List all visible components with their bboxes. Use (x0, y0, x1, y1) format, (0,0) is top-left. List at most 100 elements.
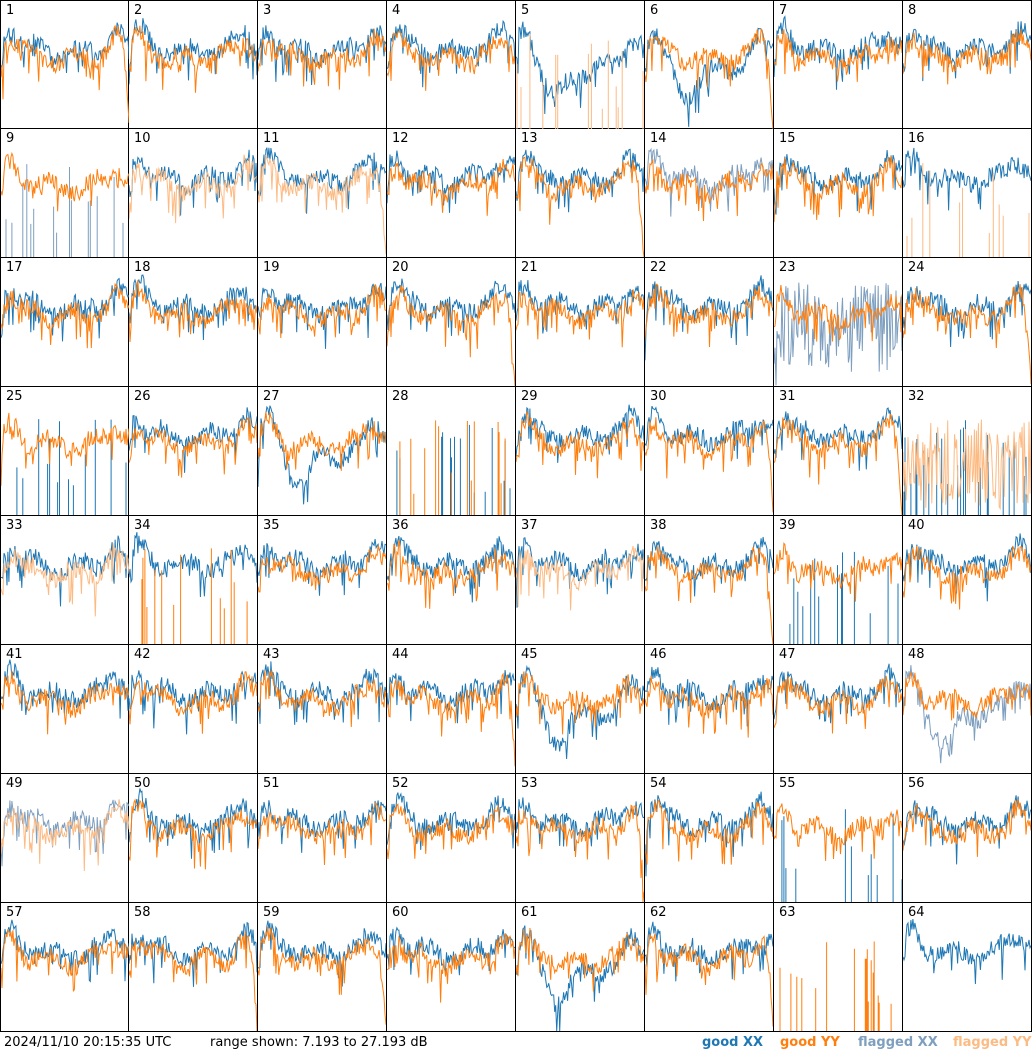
panel-plot (387, 926, 515, 1003)
yy-series-line (258, 154, 386, 255)
yy-series-line (774, 285, 902, 342)
xx-series-line (516, 280, 644, 334)
panel-number-label: 33 (6, 518, 23, 533)
yy-series-line (516, 927, 644, 992)
panel-plot (774, 150, 902, 223)
yy-series-line (1, 670, 129, 735)
panel-plot (516, 21, 644, 129)
panel-number-label: 7 (779, 3, 788, 18)
panel-plot (516, 664, 644, 760)
yy-series-line (129, 798, 257, 870)
yy-series-line (903, 545, 1031, 610)
panel-number-label: 49 (6, 776, 23, 791)
panel-7: 7 (774, 0, 903, 129)
yy-series-line (645, 283, 773, 348)
yy-series-line (387, 31, 515, 91)
panel-number-label: 59 (263, 905, 280, 920)
panel-plot (645, 275, 773, 361)
panel-plot (516, 280, 644, 348)
yy-series-line (645, 545, 773, 644)
panel-13: 13 (516, 129, 645, 258)
yy-series-line (387, 159, 515, 216)
panel-22: 22 (645, 258, 774, 387)
panel-48: 48 (903, 645, 1032, 774)
panel-number-label: 9 (6, 131, 15, 146)
yy-series-line (1, 24, 129, 123)
panel-41: 41 (0, 645, 129, 774)
yy-series-line (906, 163, 1030, 257)
legend-flagged-xx: flagged XX (858, 1035, 938, 1050)
panel-31: 31 (774, 387, 903, 516)
yy-series-line (516, 545, 644, 611)
panel-number-label: 2 (134, 3, 143, 18)
panel-50: 50 (129, 774, 258, 903)
panel-37: 37 (516, 516, 645, 645)
panel-46: 46 (645, 645, 774, 774)
legend-good-xx: good XX (702, 1035, 764, 1050)
xx-series-line (258, 539, 386, 596)
panel-number-label: 45 (521, 647, 538, 662)
timestamp: 2024/11/10 20:15:35 UTC (4, 1035, 172, 1050)
panel-number-label: 44 (392, 647, 409, 662)
yy-series-line (903, 671, 1031, 721)
panel-plot (396, 420, 511, 515)
xx-series-line (903, 918, 1031, 985)
yy-series-line (129, 279, 257, 343)
panel-number-label: 6 (650, 3, 659, 18)
panel-49: 49 (0, 774, 129, 903)
xx-series-line (129, 921, 257, 987)
panel-plot (387, 669, 515, 767)
panel-2: 2 (129, 0, 258, 129)
panel-number-label: 40 (908, 518, 925, 533)
panel-plot (1, 535, 129, 617)
panel-57: 57 (0, 903, 129, 1032)
panel-number-label: 21 (521, 260, 538, 275)
panel-28: 28 (387, 387, 516, 516)
yy-series-line (903, 284, 1031, 385)
panel-plot (516, 537, 644, 611)
xx-series-line (903, 795, 1031, 865)
panel-64: 64 (903, 903, 1032, 1032)
footer: 2024/11/10 20:15:35 UTC range shown: 7.1… (0, 1033, 1033, 1053)
panel-38: 38 (645, 516, 774, 645)
panel-number-label: 35 (263, 518, 280, 533)
panel-plot (903, 21, 1031, 85)
panel-number-label: 54 (650, 776, 667, 791)
yy-series-line (903, 798, 1031, 857)
panel-plot (903, 280, 1031, 385)
panel-number-label: 3 (263, 3, 272, 18)
yy-series-line (774, 413, 902, 515)
panel-number-label: 60 (392, 905, 409, 920)
panel-plot (129, 274, 257, 343)
xx-series-line (129, 532, 257, 598)
panel-1: 1 (0, 0, 129, 129)
yy-series-line (1, 799, 129, 872)
panel-number-label: 8 (908, 3, 917, 18)
panel-number-label: 30 (650, 389, 667, 404)
panel-plot (387, 278, 515, 386)
panel-25: 25 (0, 387, 129, 516)
panel-plot (903, 419, 1031, 515)
panel-plot (129, 670, 257, 735)
yy-series-line (258, 284, 386, 339)
panel-15: 15 (774, 129, 903, 258)
panel-number-label: 36 (392, 518, 409, 533)
panel-number-label: 58 (134, 905, 151, 920)
panel-plot (258, 800, 386, 866)
panel-54: 54 (645, 774, 774, 903)
panel-53: 53 (516, 774, 645, 903)
panel-60: 60 (387, 903, 516, 1032)
yy-series-line (387, 672, 515, 767)
xx-series-line (781, 809, 902, 902)
panel-plot (903, 665, 1031, 764)
panel-number-label: 12 (392, 131, 409, 146)
yy-series-line (779, 941, 892, 1031)
xx-series-line (516, 21, 644, 115)
panel-plot (774, 663, 902, 734)
panel-number-label: 22 (650, 260, 667, 275)
panel-5: 5 (516, 0, 645, 129)
panel-number-label: 15 (779, 131, 796, 146)
yy-series-line (258, 545, 386, 593)
panel-number-label: 63 (779, 905, 796, 920)
yy-series-line (129, 25, 257, 93)
